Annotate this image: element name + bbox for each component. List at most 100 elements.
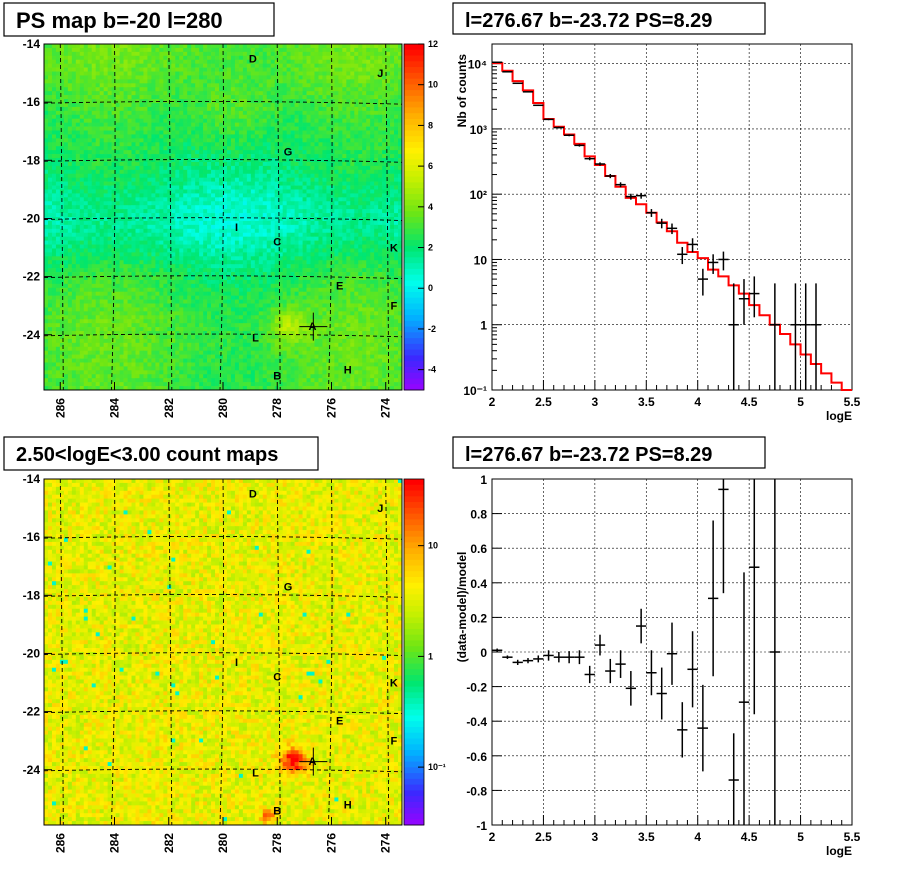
ps-map-cell <box>334 201 339 206</box>
ps-map-cell <box>374 114 379 120</box>
ps-map-cell <box>398 189 403 194</box>
ps-map-cell <box>366 181 371 186</box>
ps-map-cell <box>274 150 280 155</box>
ps-map-cell <box>378 91 383 96</box>
ps-map-cell <box>187 220 192 226</box>
ps-map-cell <box>179 220 184 226</box>
ps-map-cell <box>191 154 196 159</box>
ps-map-cell <box>342 189 347 194</box>
ps-map-cell <box>334 102 339 108</box>
ps-map-cell <box>127 150 132 155</box>
ps-map-cell <box>127 51 132 57</box>
ps-map-cell <box>366 55 371 61</box>
ps-map-cell <box>358 236 363 241</box>
ps-map-cell <box>262 47 268 53</box>
ps-map-cell <box>71 244 77 249</box>
ps-map-cell <box>111 173 116 179</box>
ps-map-cell <box>358 95 363 100</box>
ps-map-cell <box>342 220 347 226</box>
ps-map-cell <box>127 118 132 123</box>
ps-map-cell <box>59 55 65 61</box>
ps-map-cell <box>326 161 331 167</box>
ps-map-cell <box>382 217 387 222</box>
ps-map-cell <box>238 205 244 210</box>
ps-map-cell <box>159 79 164 84</box>
ps-map-cell <box>111 201 116 206</box>
ps-map-cell <box>51 130 57 135</box>
ps-map-cell <box>390 224 395 230</box>
ps-map-cell <box>91 232 97 238</box>
ps-map-cell <box>374 47 379 53</box>
ps-map-cell <box>179 114 184 120</box>
ps-map-cell <box>366 228 371 234</box>
ps-map-cell <box>234 189 240 194</box>
ps-map-cell <box>262 217 268 222</box>
ps-map-cell <box>246 189 252 194</box>
ps-map-cell <box>390 197 395 202</box>
ps-map-cell <box>314 67 319 72</box>
ps-map-cell <box>83 197 89 202</box>
ps-map-cell <box>262 122 268 127</box>
ps-map-cell <box>63 244 69 249</box>
ps-map-cell <box>187 213 192 218</box>
ps-map-cell <box>59 51 65 57</box>
ps-map-cell <box>342 213 347 218</box>
ps-map-cell <box>127 217 132 222</box>
ps-map-cell <box>99 83 105 88</box>
ps-map-cell <box>314 197 319 202</box>
ps-map-cell <box>306 217 311 222</box>
ps-map-cell <box>354 232 359 238</box>
ps-map-cell <box>95 197 101 202</box>
ps-map-cell <box>223 240 228 245</box>
ps-map-cell <box>378 205 383 210</box>
ps-map-cell <box>294 173 299 179</box>
ps-map-cell <box>362 161 367 167</box>
ps-map-cell <box>310 224 315 230</box>
ps-map-cell <box>99 110 105 116</box>
ps-map-cell <box>242 99 248 104</box>
ps-map-cell <box>75 110 81 116</box>
ps-map-cell <box>242 252 248 257</box>
ps-map-cell <box>127 87 132 92</box>
ps-map-cell <box>370 213 375 218</box>
ps-map-cell <box>286 201 291 206</box>
ps-map-cell <box>179 232 184 238</box>
ps-map-cell <box>350 220 355 226</box>
ps-map-cell <box>155 240 160 245</box>
ps-map-cell <box>103 71 108 76</box>
ps-map-cell <box>330 197 335 202</box>
ps-map-cell <box>159 197 164 202</box>
ps-map-cell <box>159 91 164 96</box>
ps-map-cell <box>374 150 379 155</box>
ps-map-cell <box>398 252 403 257</box>
ps-map-cell <box>306 244 311 249</box>
ps-map-cell <box>242 173 248 179</box>
ps-map-cell <box>135 118 140 123</box>
ps-map-cell <box>175 224 180 230</box>
ps-map-cell <box>342 134 347 139</box>
ps-map-cell <box>374 193 379 198</box>
ps-map-cell <box>386 102 391 108</box>
ps-map-cell <box>282 110 287 116</box>
ps-map-cell <box>127 67 132 72</box>
ps-map-cell <box>167 146 172 151</box>
ps-map-cell <box>223 118 228 123</box>
ps-map-cell <box>226 193 232 198</box>
ps-map-cell <box>183 118 188 123</box>
ps-map-cell <box>127 44 132 49</box>
ps-map-cell <box>223 126 228 131</box>
ps-map-cell <box>207 154 212 159</box>
ps-map-cell <box>83 95 89 100</box>
ps-map-cell <box>358 209 363 214</box>
ps-map-cell <box>115 252 120 257</box>
ps-map-cell <box>71 110 77 116</box>
ps-map-cell <box>226 217 232 222</box>
ps-map-cell <box>123 205 128 210</box>
ps-map-cell <box>290 51 295 57</box>
ps-map-cell <box>398 236 403 241</box>
ps-map-cell <box>250 51 256 57</box>
ps-map-cell <box>111 260 116 265</box>
ps-map-cell <box>310 83 315 88</box>
ps-map-cell <box>354 173 359 179</box>
ps-map-cell <box>71 232 77 238</box>
